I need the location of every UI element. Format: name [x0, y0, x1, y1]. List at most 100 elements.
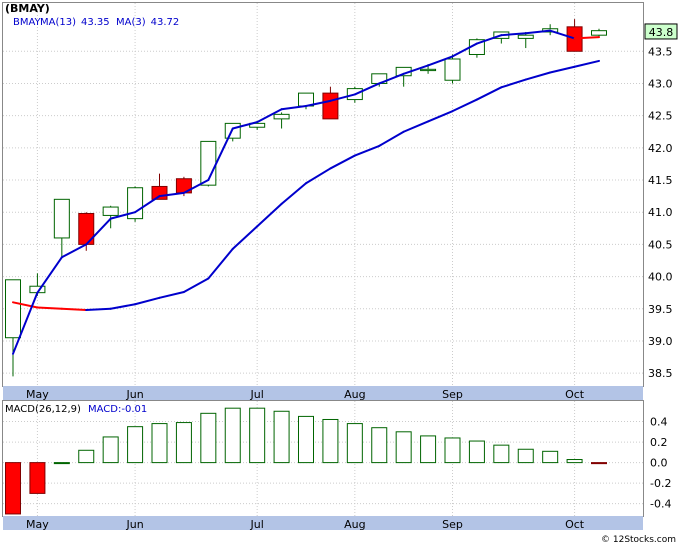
- ma13-line-segment: [427, 110, 454, 123]
- macd-y-tick-label: -0.4: [650, 498, 671, 511]
- ma3-line-segment: [158, 191, 185, 198]
- moving-average-lines: [12, 29, 600, 355]
- candle-body: [102, 206, 119, 216]
- macd-month-label: Jul: [250, 518, 264, 531]
- price-month-label: Oct: [565, 388, 585, 401]
- macd-bar: [151, 423, 168, 464]
- macd-month-label: Sep: [442, 518, 463, 531]
- candle-body: [53, 198, 70, 239]
- macd-bar: [493, 444, 510, 464]
- ma3-line-segment: [305, 99, 332, 107]
- last-price-marker: 43.8: [644, 23, 678, 40]
- macd-bar: [517, 448, 534, 464]
- legend-value: 43.35: [81, 17, 110, 28]
- macd-bar: [346, 423, 363, 464]
- ma3-line-segment: [524, 29, 552, 35]
- price-y-tick-label: 41.0: [648, 206, 673, 219]
- macd-legend-entry: MACD(26,12,9): [5, 404, 81, 415]
- price-y-tick-label: 43.5: [648, 45, 673, 58]
- legend-label: MACD:: [88, 404, 121, 415]
- ma3-line-segment: [36, 256, 63, 294]
- ma13-line-segment: [378, 130, 405, 147]
- macd-x-tick-labels: May Jun Jul Aug Sep Oct: [26, 518, 585, 531]
- macd-bar: [102, 436, 119, 464]
- price-y-tick-label: 39.5: [648, 303, 673, 316]
- macd-month-label: Jun: [125, 518, 143, 531]
- legend-label: MA(13): [40, 17, 76, 28]
- ma3-line-segment: [329, 93, 356, 102]
- price-legend-entry: BMAY: [13, 17, 42, 28]
- macd-bar: [29, 462, 46, 494]
- ma3-line-segment: [280, 104, 307, 111]
- macd-bar: [420, 435, 437, 464]
- macd-bar: [175, 422, 192, 464]
- price-month-label: Aug: [344, 388, 365, 401]
- macd-y-tick-label: 0.0: [650, 457, 668, 470]
- macd-bar: [78, 449, 95, 464]
- ma3-line-segment: [60, 243, 88, 259]
- ma3-line-segment: [207, 127, 234, 182]
- ma13-line-segment: [451, 98, 478, 113]
- ma13-line-segment: [402, 120, 430, 133]
- ma3-line-segment: [500, 32, 527, 37]
- candle-body: [322, 92, 339, 120]
- macd-bar: [322, 418, 339, 464]
- candle-body: [273, 113, 290, 120]
- candle-body: [151, 185, 168, 200]
- price-legend-entry: MA(13) 43.35: [40, 17, 110, 28]
- ma3-line-segment: [231, 121, 259, 130]
- price-month-label: Sep: [442, 388, 463, 401]
- macd-bar: [249, 407, 266, 464]
- price-date-axis-band: [3, 386, 643, 400]
- candle-body: [5, 279, 21, 339]
- macd-bar: [127, 426, 144, 464]
- ma3-line-segment: [378, 72, 405, 85]
- ma13-line-segment: [573, 59, 600, 68]
- price-y-tick-labels: 38.5 39.0 39.5 40.0 40.5 41.0 41.5 42.0 42.5 43.0…: [648, 45, 673, 380]
- macd-bar: [542, 450, 559, 464]
- ma3-line-segment: [353, 82, 381, 96]
- price-month-label: Jun: [125, 388, 143, 401]
- price-y-tick-label: 42.5: [648, 110, 673, 123]
- ma13-line-segment: [109, 303, 137, 310]
- legend-label: MA(3): [116, 17, 146, 28]
- credit-text: © 12Stocks.com: [601, 535, 676, 545]
- ma3-line-segment: [475, 34, 503, 45]
- price-legend-entry: MA(3) 43.72: [116, 17, 179, 28]
- macd-bar: [591, 462, 607, 465]
- price-month-label: Jul: [250, 388, 264, 401]
- last-price-label: 43.8: [649, 26, 674, 39]
- price-y-tick-label: 40.5: [648, 238, 673, 251]
- legend-label: BMAY: [13, 17, 42, 28]
- ma13-line-segment: [85, 307, 112, 312]
- price-y-tick-label: 41.5: [648, 174, 673, 187]
- macd-bar: [468, 440, 485, 464]
- ma13-line-segment: [158, 291, 185, 299]
- price-month-label: May: [26, 388, 49, 401]
- ma13-line-segment: [12, 301, 39, 309]
- macd-histogram: [5, 407, 607, 515]
- price-legend: BMAY MA(13) 43.35 MA(3) 43.72: [13, 17, 179, 28]
- price-y-tick-label: 38.5: [648, 367, 673, 380]
- price-panel-frame: [2, 2, 644, 387]
- macd-bar: [273, 410, 290, 464]
- ma13-line-segment: [549, 65, 576, 74]
- legend-value: 43.72: [151, 17, 180, 28]
- ma13-line-segment: [500, 78, 527, 89]
- price-y-tick-label: 43.0: [648, 77, 673, 90]
- ma13-line-segment: [134, 296, 161, 306]
- ma3-line-segment: [12, 291, 39, 355]
- macd-bar: [298, 415, 314, 464]
- macd-bar: [444, 437, 461, 464]
- ma3-line-segment: [549, 29, 576, 40]
- macd-month-label: Aug: [344, 518, 365, 531]
- legend-value: -0.01: [121, 404, 147, 415]
- ma13-line-segment: [475, 86, 503, 101]
- ma13-line-segment: [207, 247, 234, 280]
- ma3-line-segment: [134, 195, 161, 214]
- macd-y-tick-label: 0.2: [650, 436, 668, 449]
- ma3-line-segment: [573, 36, 600, 40]
- ma13-line-segment: [353, 144, 381, 157]
